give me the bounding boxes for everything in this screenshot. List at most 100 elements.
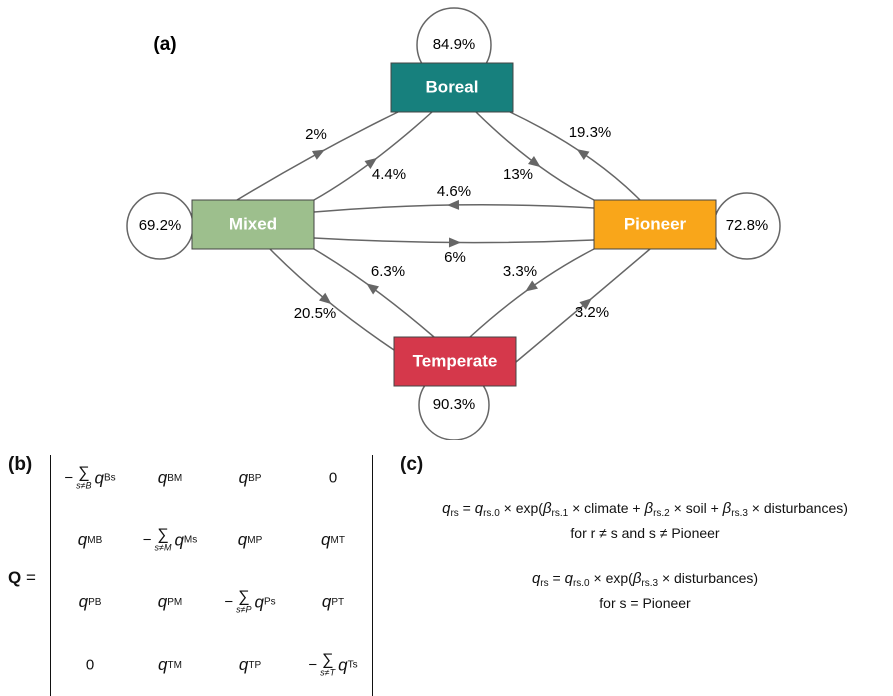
matrix-bar: [372, 455, 373, 696]
matrix-cell: q TP: [239, 655, 261, 675]
matrix-cell: − ∑ s≠T q Ts: [308, 651, 358, 678]
symbol: q: [254, 592, 265, 611]
equation-text: for r ≠ s and s ≠ Pioneer: [570, 525, 720, 541]
node: [191, 199, 315, 250]
arrowhead: [318, 292, 332, 305]
matrix-cell: q PT: [322, 592, 344, 612]
subscript: MP: [247, 534, 263, 546]
subscript: rs: [450, 508, 459, 519]
matrix-cell: q BM: [158, 468, 182, 488]
equation-text: × exp(: [499, 500, 543, 516]
equation-line: qrs = qrs.0 × exp(βrs.1 × climate + βrs.…: [400, 500, 890, 519]
node: [393, 336, 517, 387]
symbol: q: [174, 530, 184, 549]
sum: ∑ s≠M: [154, 526, 172, 553]
sum-sign: ∑: [321, 651, 334, 669]
sum-index: s≠T: [320, 667, 336, 678]
sum-sign: ∑: [157, 526, 169, 544]
matrix-cell: q MT: [321, 530, 345, 550]
matrix-cell: − ∑ s≠B q Bs: [64, 465, 116, 491]
arrowhead: [528, 156, 541, 168]
subscript: TM: [167, 659, 182, 671]
subscript: Ts: [347, 659, 358, 671]
minus: −: [64, 469, 74, 487]
equation-symbol: q: [474, 500, 484, 517]
sum-index: s≠M: [154, 542, 172, 553]
symbol: q: [77, 530, 88, 549]
symbol: q: [94, 468, 105, 487]
equation-symbol: q: [531, 570, 541, 587]
equation-line: for s = Pioneer: [400, 595, 890, 611]
matrix-cell: − ∑ s≠P q Ps: [224, 588, 276, 615]
symbol: q: [238, 468, 249, 487]
minus: −: [224, 593, 234, 611]
self-loop-label: 84.9%: [433, 36, 476, 53]
edge-label: 20.5%: [294, 305, 337, 322]
equation-text: × disturbances): [658, 570, 759, 586]
subscript: rs.2: [653, 508, 670, 519]
sum-index: s≠B: [76, 480, 92, 491]
symbol: q: [237, 530, 248, 549]
edge-label: 4.6%: [437, 183, 471, 200]
matrix-cell: q MB: [78, 530, 102, 550]
symbol: q: [157, 592, 168, 611]
equation-text: =: [458, 500, 475, 516]
subscript: rs.3: [641, 578, 659, 589]
subscript: rs.3: [731, 508, 748, 519]
node-label: Temperate: [413, 351, 498, 370]
node-label: Boreal: [426, 77, 479, 96]
equation-symbol: β: [722, 500, 732, 517]
arrowhead: [448, 237, 461, 248]
equation-text: =: [548, 570, 565, 586]
matrix-cell: q TM: [158, 655, 182, 675]
subscript: BP: [248, 472, 262, 484]
matrix-cell: 0: [85, 656, 95, 674]
arrowhead: [366, 283, 379, 295]
node: [593, 199, 717, 250]
subscript: Ps: [264, 596, 276, 608]
edge-label: 3.2%: [575, 304, 609, 321]
arrowhead: [576, 149, 590, 160]
sum: ∑ s≠T: [320, 651, 336, 678]
matrix-cell: q BP: [239, 468, 262, 488]
subscript: PT: [331, 596, 345, 608]
equals: =: [25, 568, 36, 587]
equation-text: for s = Pioneer: [599, 595, 691, 611]
subscript: PB: [88, 596, 102, 608]
sum: ∑ s≠B: [76, 465, 92, 491]
edge-label: 6.3%: [371, 263, 405, 280]
subscript: PM: [167, 596, 183, 608]
self-loop-label: 72.8%: [726, 217, 769, 234]
equation-symbol: β: [542, 500, 552, 517]
sum-sign: ∑: [238, 588, 250, 606]
matrix-name: Q =: [8, 568, 36, 588]
node: [390, 62, 514, 113]
subscript: rs.1: [551, 508, 569, 519]
matrix-cell: q MP: [238, 530, 262, 550]
panel-label: (c): [400, 454, 424, 475]
node-label: Mixed: [229, 214, 277, 233]
equation-line: qrs = qrs.0 × exp(βrs.3 × disturbances): [400, 570, 890, 589]
symbol: q: [321, 530, 331, 549]
matrix-cell: − ∑ s≠M q Ms: [143, 526, 198, 553]
transition-diagram: (a) 2% 4.4% 19.3% 13% 4.6% 6% 6.3% 20.5% 3.3% 3.2…: [126, 7, 781, 440]
subscript: MB: [87, 534, 103, 546]
equation-text: × climate +: [568, 500, 645, 516]
arrowhead: [364, 157, 378, 169]
subscript: MT: [330, 534, 345, 546]
sum-index: s≠P: [236, 604, 252, 615]
equation-text: × soil +: [669, 500, 723, 516]
equation-text: × disturbances): [747, 500, 848, 516]
equation-text: × exp(: [589, 570, 633, 586]
self-loop-label: 90.3%: [433, 396, 476, 413]
matrix-cell: q PB: [79, 592, 102, 612]
panel-label: (a): [153, 34, 176, 55]
arrowhead: [525, 280, 538, 292]
symbol: q: [158, 655, 168, 674]
subscript: rs.0: [483, 508, 500, 519]
panel-label: (b): [8, 454, 33, 475]
subscript: Bs: [104, 472, 116, 484]
matrix-cell: 0: [328, 469, 338, 487]
subscript: rs.0: [572, 578, 590, 589]
